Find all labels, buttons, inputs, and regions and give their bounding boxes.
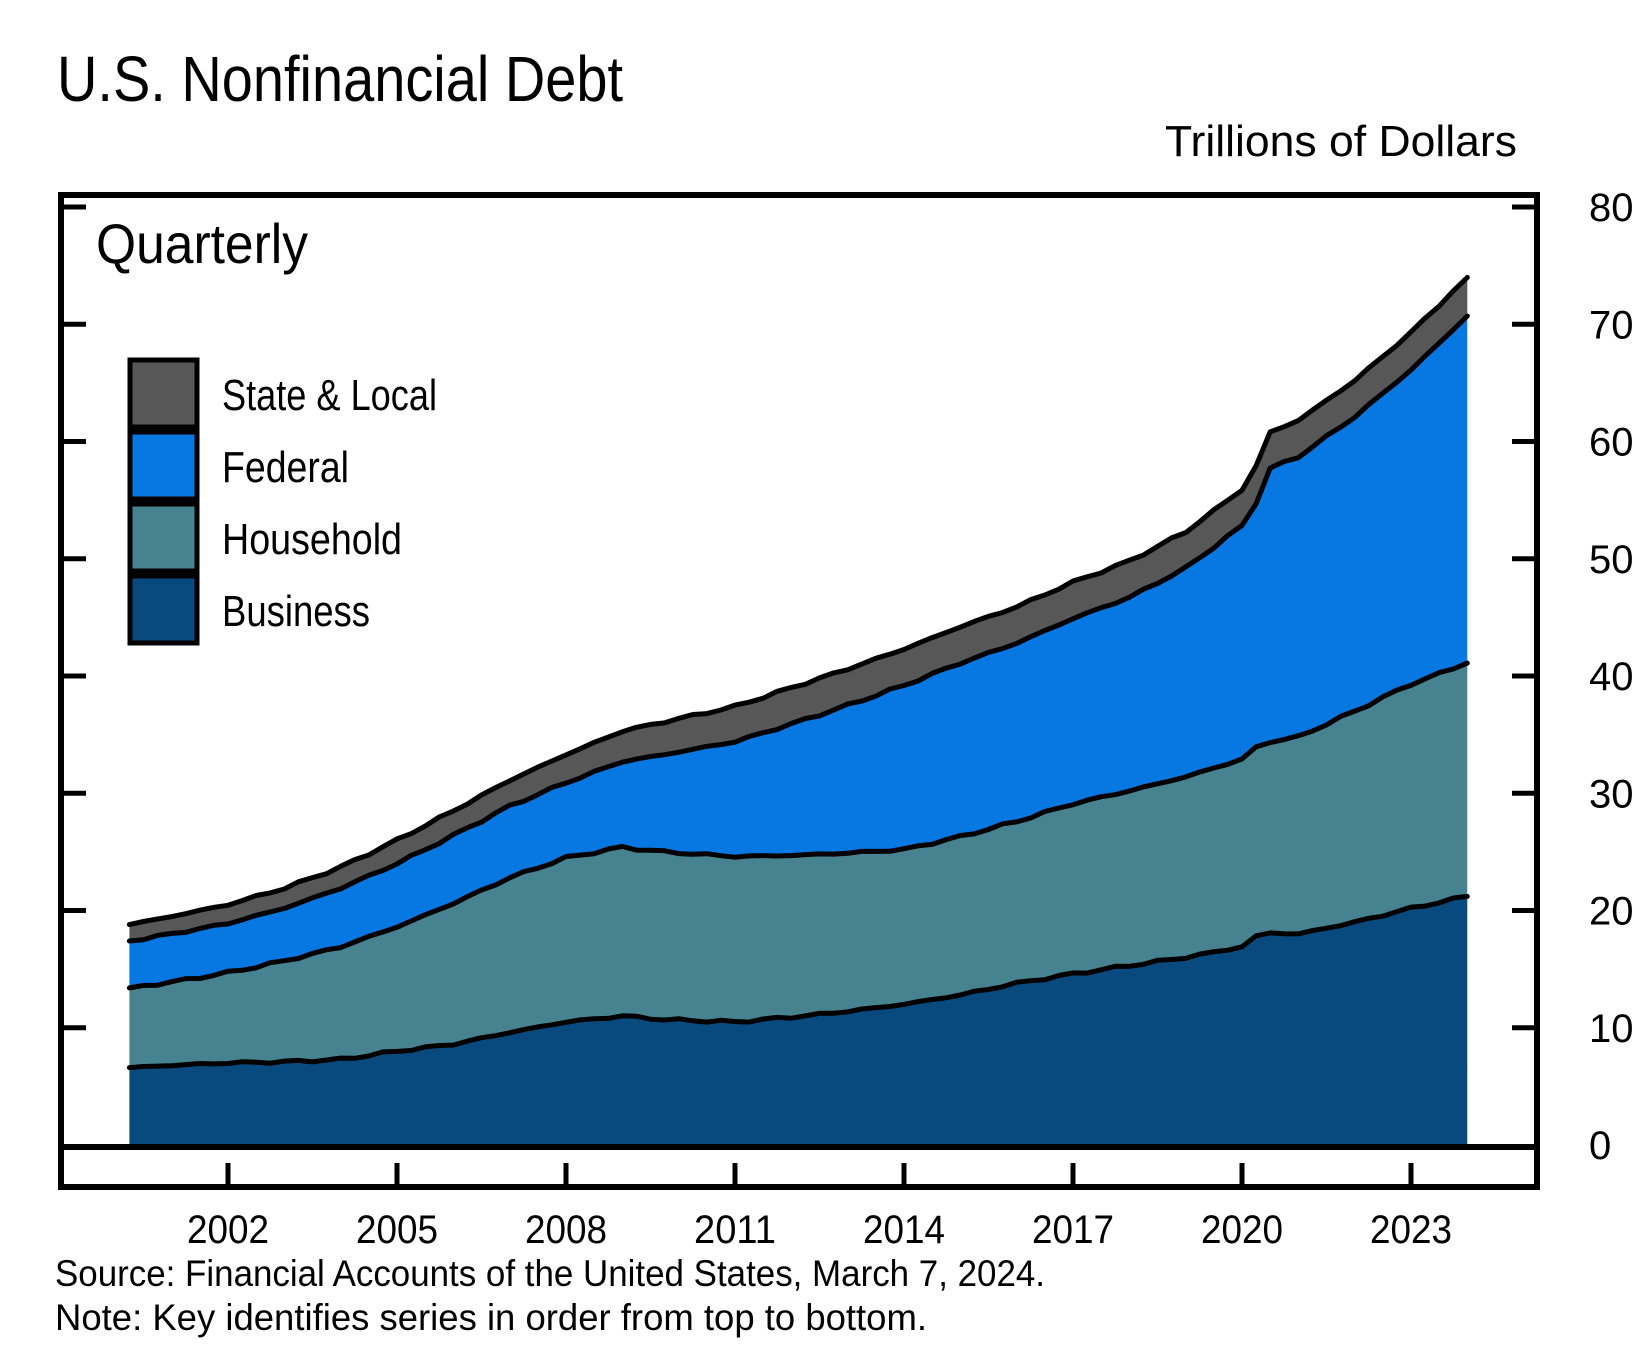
legend-swatch-household	[127, 501, 200, 574]
boundary-business	[126, 893, 1470, 1071]
legend: State & Local Federal Household Business	[127, 357, 437, 646]
x-tick-label-2005: 2005	[356, 1208, 438, 1252]
x-tick-label-2017: 2017	[1032, 1208, 1114, 1252]
legend-label-state-local: State & Local	[222, 371, 437, 420]
source-line: Source: Financial Accounts of the United…	[55, 1253, 1045, 1294]
area-business	[129, 896, 1468, 1145]
page-title: U.S. Nonfinancial Debt	[57, 43, 623, 115]
y-tick-label-0: 0	[1589, 1124, 1611, 1168]
y-tick-label-30: 30	[1589, 772, 1634, 816]
y-tick-label-60: 60	[1589, 421, 1634, 465]
axis-ticks	[64, 204, 1534, 1187]
note-line: Note: Key identifies series in order fro…	[55, 1297, 927, 1338]
legend-label-business: Business	[222, 587, 370, 636]
y-tick-label-10: 10	[1589, 1007, 1634, 1051]
x-tick-label-2011: 2011	[694, 1208, 776, 1252]
boundary-federal	[126, 313, 1470, 944]
y-tick-label-50: 50	[1589, 538, 1634, 582]
x-tick-label-2014: 2014	[863, 1208, 945, 1252]
y-axis-unit-label: Trillions of Dollars	[1165, 117, 1517, 166]
legend-swatch-business	[127, 573, 200, 646]
x-tick-label-2008: 2008	[525, 1208, 607, 1252]
legend-swatch-state-local	[127, 357, 200, 430]
series-boundary-lines	[126, 274, 1470, 1071]
area-household	[129, 663, 1468, 1068]
legend-label-household: Household	[222, 515, 402, 564]
boundary-state-local	[126, 274, 1470, 928]
y-tick-label-20: 20	[1589, 890, 1634, 934]
legend-swatches	[127, 357, 200, 646]
y-tick-label-80: 80	[1589, 186, 1634, 230]
legend-swatch-federal	[127, 429, 200, 502]
legend-label-federal: Federal	[222, 443, 349, 492]
x-tick-label-2023: 2023	[1370, 1208, 1452, 1252]
x-tick-label-2020: 2020	[1201, 1208, 1283, 1252]
y-tick-label-70: 70	[1589, 303, 1634, 347]
boundary-household	[126, 660, 1470, 991]
frequency-label: Quarterly	[96, 212, 308, 275]
y-tick-label-40: 40	[1589, 655, 1634, 699]
x-tick-label-2002: 2002	[187, 1208, 269, 1252]
plot-frame	[58, 192, 1540, 1190]
axis-tick-labels: 0 10 20 30 40 50 60 70 80 2002 2005 2008 2011 2014 201…	[187, 186, 1634, 1252]
